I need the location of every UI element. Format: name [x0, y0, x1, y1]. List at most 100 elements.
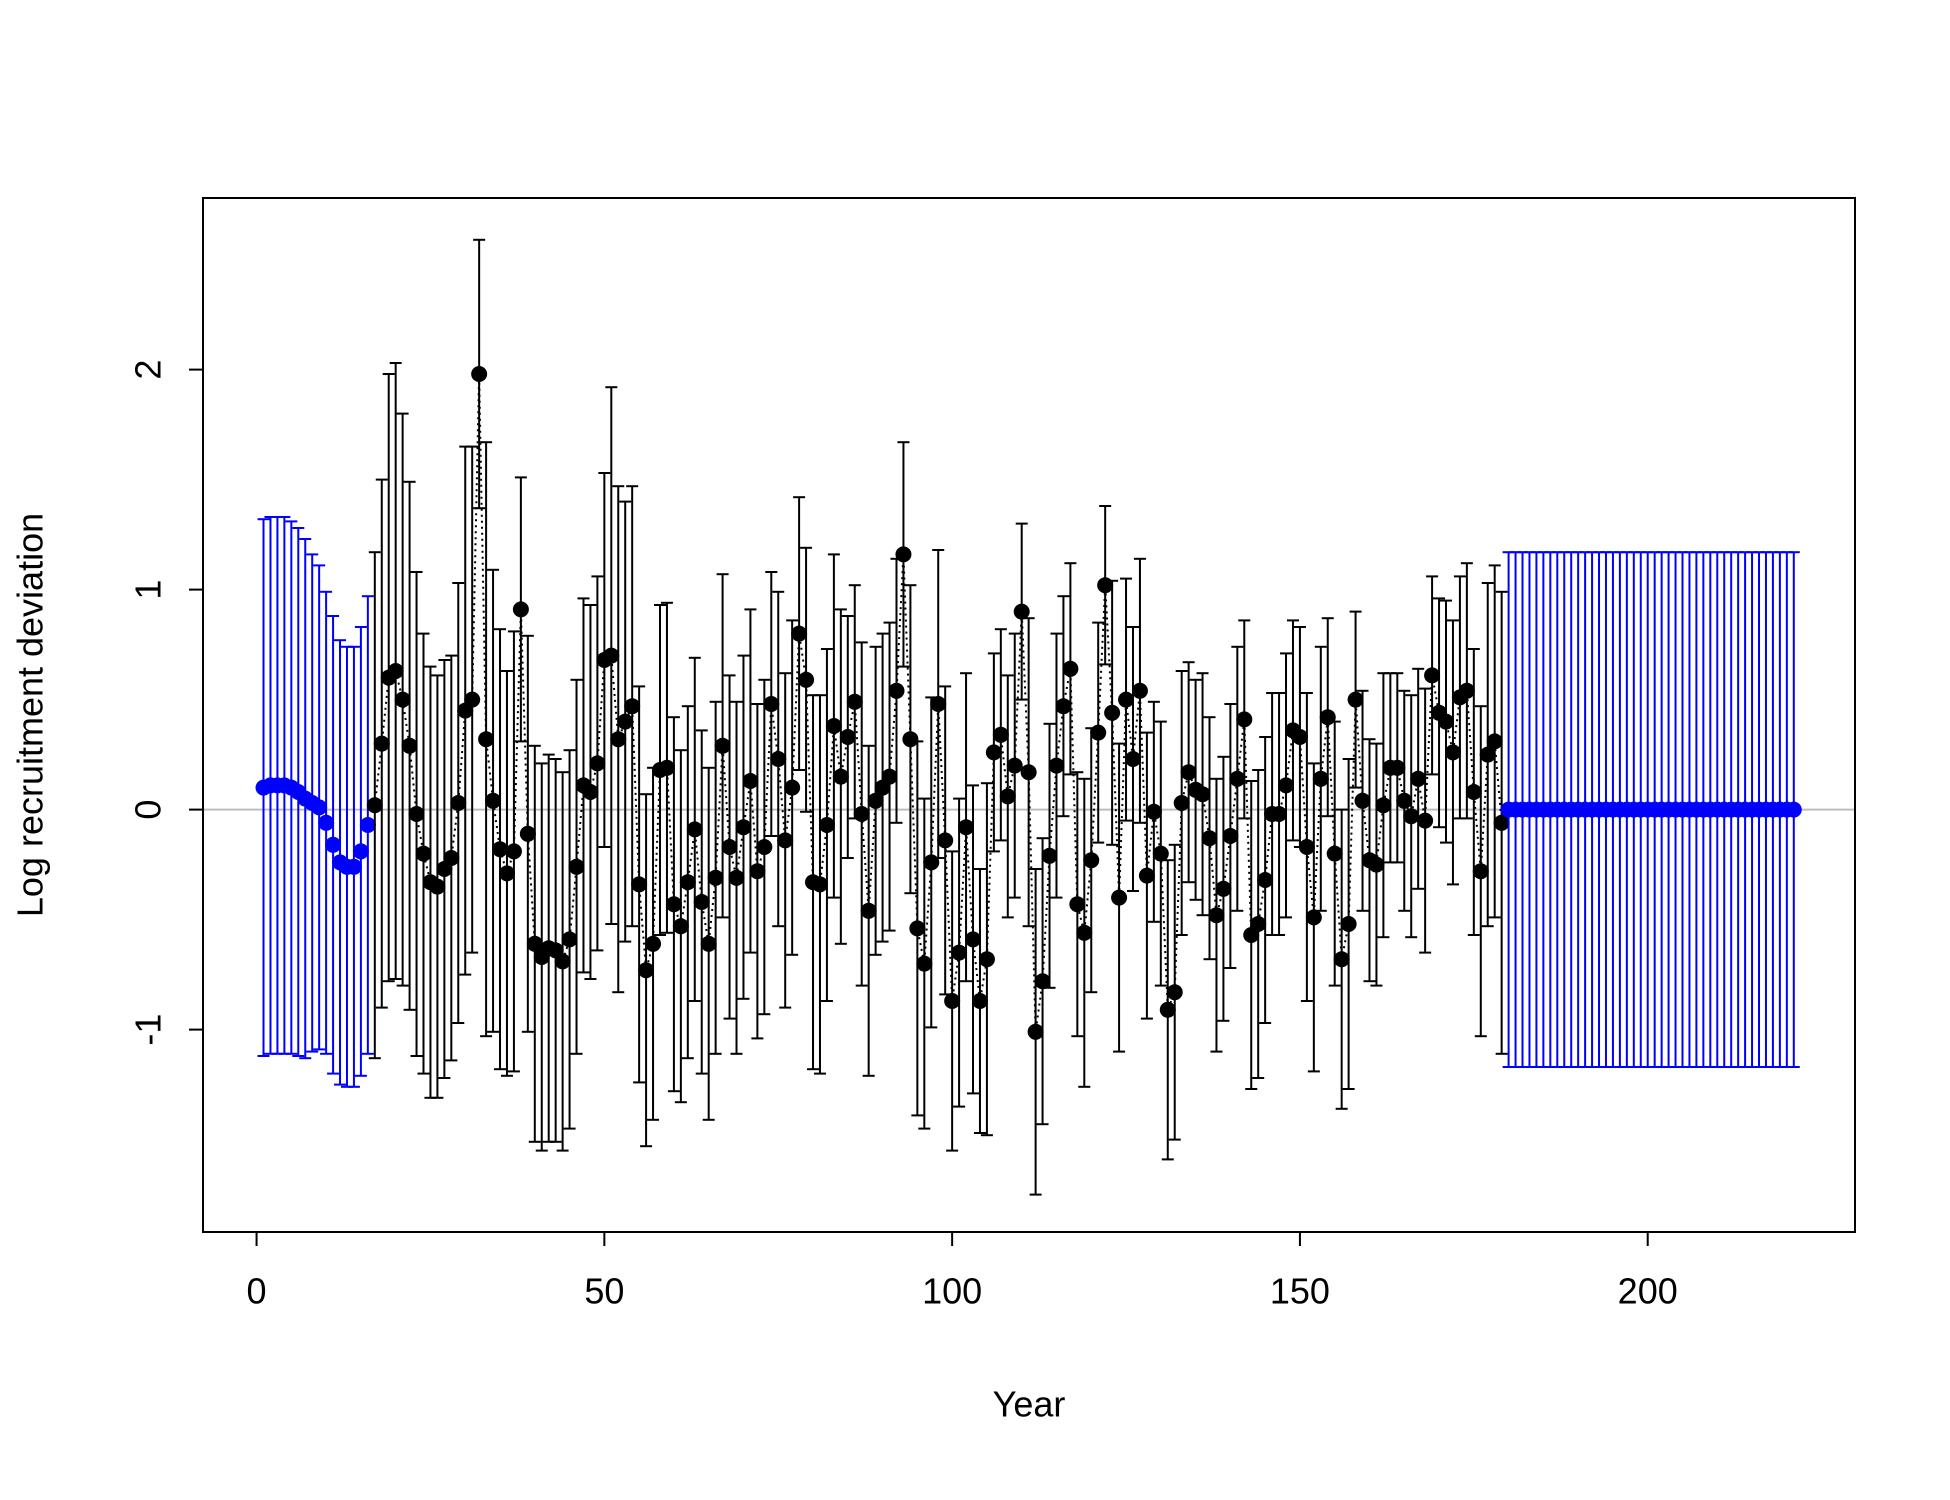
point	[707, 869, 724, 886]
point	[700, 935, 717, 952]
point	[1493, 814, 1510, 831]
point	[582, 784, 599, 800]
point	[492, 841, 509, 858]
x-tick-label: 150	[1270, 1271, 1330, 1312]
x-tick-label: 200	[1618, 1271, 1678, 1312]
point	[902, 731, 919, 748]
point	[1291, 729, 1308, 745]
point	[958, 819, 975, 836]
point	[1417, 812, 1434, 829]
y-tick-label: 1	[128, 580, 169, 600]
point	[1437, 713, 1454, 730]
point	[944, 993, 961, 1009]
point	[443, 850, 460, 866]
point	[589, 755, 606, 772]
x-tick-label: 100	[922, 1271, 982, 1312]
point	[1424, 667, 1441, 684]
point	[450, 795, 467, 811]
point	[464, 691, 481, 708]
point	[999, 788, 1016, 805]
x-axis-label: Year	[993, 1384, 1066, 1425]
point	[526, 935, 543, 952]
point	[1368, 856, 1385, 873]
point	[1396, 792, 1413, 809]
point	[770, 751, 787, 767]
point	[1020, 764, 1037, 781]
point	[742, 773, 759, 789]
point	[1403, 808, 1420, 825]
point	[1389, 759, 1406, 776]
point	[923, 854, 940, 871]
point	[471, 366, 488, 382]
point	[832, 768, 849, 785]
point	[777, 832, 794, 849]
point	[429, 878, 446, 895]
point	[401, 737, 418, 754]
point	[1013, 603, 1030, 620]
point	[366, 797, 383, 814]
point	[749, 863, 766, 880]
point	[561, 931, 578, 948]
point	[1069, 896, 1086, 913]
point	[1785, 801, 1802, 818]
point	[1055, 698, 1072, 715]
plot-frame	[202, 197, 1856, 1233]
point	[610, 731, 627, 748]
point	[672, 918, 689, 935]
point	[1340, 916, 1357, 932]
point	[867, 792, 884, 809]
point	[714, 737, 731, 754]
point	[1166, 984, 1183, 1001]
point	[624, 698, 641, 715]
y-tick-label: -1	[128, 1014, 169, 1046]
point	[930, 696, 947, 712]
point	[1124, 751, 1141, 767]
point	[818, 817, 835, 833]
point	[1208, 907, 1225, 924]
point	[1222, 828, 1239, 844]
point	[1215, 880, 1232, 897]
point	[728, 869, 745, 886]
point	[1326, 845, 1343, 862]
point	[394, 691, 411, 708]
point	[1486, 733, 1503, 750]
point	[978, 951, 995, 968]
point	[387, 663, 404, 679]
point	[756, 839, 773, 855]
y-tick-label: 0	[128, 800, 169, 820]
point	[992, 726, 1009, 743]
point	[1465, 784, 1482, 800]
point	[1076, 924, 1093, 941]
point	[825, 718, 842, 734]
point	[937, 832, 954, 849]
point	[965, 931, 982, 948]
point	[631, 876, 648, 893]
point	[519, 825, 536, 842]
point	[1041, 847, 1058, 864]
point	[1458, 682, 1475, 699]
y-tick-label: 2	[128, 360, 169, 380]
point	[1027, 1023, 1044, 1040]
point	[311, 799, 328, 816]
point	[512, 601, 529, 618]
point	[881, 768, 898, 785]
point	[1090, 724, 1107, 741]
point	[811, 876, 828, 893]
point	[860, 902, 877, 919]
point	[617, 713, 634, 730]
point	[1229, 770, 1246, 787]
point	[1333, 951, 1350, 968]
point	[1354, 792, 1371, 809]
point	[1138, 867, 1155, 884]
point	[679, 874, 696, 891]
point	[846, 693, 863, 710]
point	[853, 806, 870, 822]
point	[735, 819, 752, 836]
point	[554, 953, 571, 970]
point	[638, 962, 655, 979]
point	[352, 843, 369, 860]
point	[1194, 786, 1211, 803]
point	[763, 696, 780, 712]
